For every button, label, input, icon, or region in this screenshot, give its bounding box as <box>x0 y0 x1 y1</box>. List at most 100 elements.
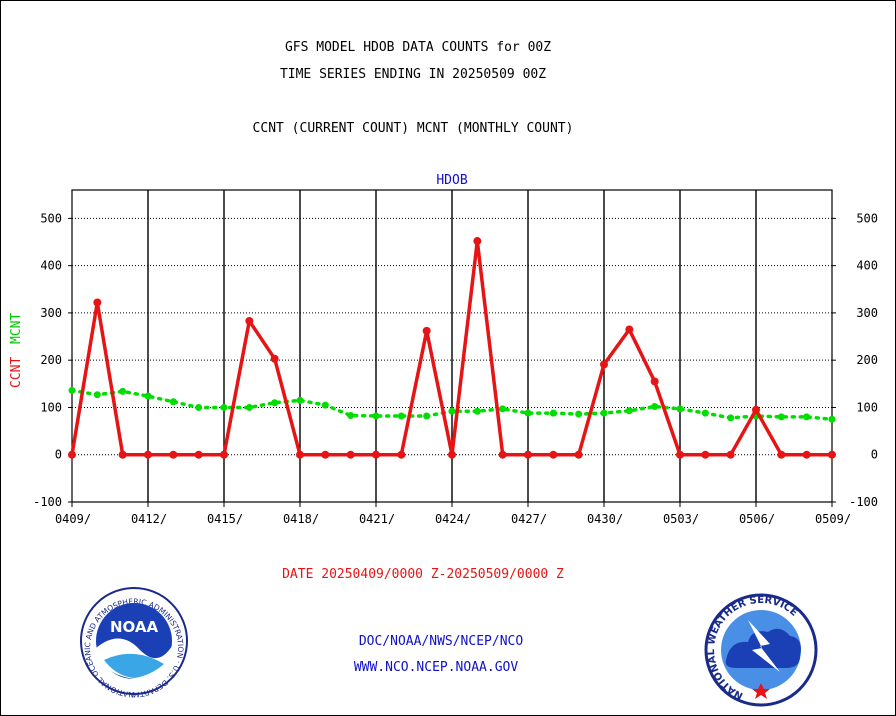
org-line: DOC/NOAA/NWS/NCEP/NCO <box>359 634 524 649</box>
tick-layer: -100 -100 0 0 100 100 200 200 300 300 400 400 500 500… <box>33 211 878 526</box>
x-tick-label: 0424/ <box>435 512 471 526</box>
y-tick-label-left: 400 <box>40 259 62 273</box>
date-range-label: DATE 20250409/0000 Z-20250509/0000 Z <box>282 567 564 582</box>
y-axis-label-ccnt: CCNT <box>9 357 24 388</box>
x-tick-label: 0412/ <box>131 512 167 526</box>
data-point-ccnt <box>498 450 507 459</box>
noaa-logo-text: NOAA <box>110 618 159 636</box>
data-point-ccnt <box>321 450 330 459</box>
data-point-mcnt <box>625 407 633 415</box>
chart-subtitle: CCNT (CURRENT COUNT) MCNT (MONTHLY COUNT… <box>253 121 574 136</box>
data-point-mcnt <box>119 387 127 395</box>
data-point-ccnt <box>828 450 836 459</box>
y-tick-label-left: 500 <box>40 211 62 225</box>
data-point-mcnt <box>448 407 456 415</box>
y-tick-label-right: 100 <box>856 400 878 414</box>
data-point-ccnt <box>473 237 482 246</box>
data-point-mcnt <box>271 399 279 407</box>
data-point-ccnt <box>346 450 355 459</box>
x-tick-label: 0415/ <box>207 512 243 526</box>
x-tick-label: 0506/ <box>739 512 775 526</box>
x-tick-label: 0427/ <box>511 512 547 526</box>
data-point-mcnt <box>701 409 709 417</box>
data-point-ccnt <box>68 450 76 459</box>
data-point-ccnt <box>726 450 735 459</box>
x-tick-label: 0430/ <box>587 512 623 526</box>
y-axis-label: CCNT MCNT <box>9 313 24 388</box>
data-point-mcnt <box>575 410 583 418</box>
data-point-mcnt <box>524 409 532 417</box>
data-point-mcnt <box>195 403 203 411</box>
data-point-mcnt <box>296 396 304 404</box>
data-point-ccnt <box>144 450 152 459</box>
y-tick-label-right: 300 <box>856 306 878 320</box>
data-point-mcnt <box>169 398 177 406</box>
data-point-ccnt <box>93 298 102 307</box>
data-point-ccnt <box>220 450 228 459</box>
data-point-ccnt <box>752 405 760 414</box>
y-tick-label-left: 300 <box>40 306 62 320</box>
data-point-ccnt <box>524 450 532 459</box>
y-axis-label-mcnt: MCNT <box>9 313 24 344</box>
data-point-ccnt <box>118 450 127 459</box>
data-point-ccnt <box>397 450 406 459</box>
data-point-mcnt <box>372 412 380 420</box>
x-tick-label: 0418/ <box>283 512 319 526</box>
noaa-logo: NATIONAL OCEANIC AND ATMOSPHERIC ADMINIS… <box>0 0 188 699</box>
data-point-mcnt <box>220 403 228 411</box>
data-point-ccnt <box>650 377 659 386</box>
plot-border <box>71 189 833 503</box>
data-point-mcnt <box>727 414 735 422</box>
series-layer <box>68 237 836 459</box>
data-point-mcnt <box>473 407 481 415</box>
nws-logo: NATIONAL WEATHER SERVICE <box>704 593 818 707</box>
data-point-ccnt <box>600 360 608 369</box>
data-point-ccnt <box>574 450 583 459</box>
data-point-mcnt <box>144 392 152 400</box>
chart-title-line1: GFS MODEL HDOB DATA COUNTS for 00Z <box>285 40 551 55</box>
y-tick-label-right: 500 <box>856 211 878 225</box>
data-point-mcnt <box>499 405 507 413</box>
data-point-mcnt <box>397 412 405 420</box>
y-tick-label-right: -100 <box>849 495 878 509</box>
y-tick-label-right: 0 <box>871 448 878 462</box>
plot-title: HDOB <box>436 173 467 188</box>
data-point-mcnt <box>68 386 76 394</box>
y-tick-label-left: -100 <box>33 495 62 509</box>
data-point-mcnt <box>245 403 253 411</box>
data-point-ccnt <box>802 450 811 459</box>
data-point-ccnt <box>422 326 431 335</box>
y-tick-label-right: 200 <box>856 353 878 367</box>
x-tick-label: 0509/ <box>815 512 851 526</box>
data-point-mcnt <box>828 415 836 423</box>
data-point-mcnt <box>777 413 785 421</box>
data-point-mcnt <box>93 391 101 399</box>
data-point-mcnt <box>321 401 329 409</box>
data-point-ccnt <box>372 450 380 459</box>
y-tick-label-left: 0 <box>55 448 62 462</box>
data-point-mcnt <box>423 412 431 420</box>
y-tick-label-left: 100 <box>40 400 62 414</box>
data-point-ccnt <box>777 450 786 459</box>
data-point-mcnt <box>676 405 684 413</box>
nws-star-icon <box>752 683 770 699</box>
y-tick-label-left: 200 <box>40 353 62 367</box>
data-point-ccnt <box>169 450 178 459</box>
x-tick-label: 0409/ <box>55 512 91 526</box>
chart-title-line2: TIME SERIES ENDING IN 20250509 00Z <box>280 67 546 82</box>
x-tick-label: 0421/ <box>359 512 395 526</box>
data-point-ccnt <box>448 450 456 459</box>
data-point-ccnt <box>296 450 304 459</box>
data-point-ccnt <box>270 354 279 363</box>
data-point-ccnt <box>625 325 634 334</box>
data-point-ccnt <box>701 450 710 459</box>
data-point-ccnt <box>194 450 203 459</box>
y-tick-label-right: 400 <box>856 259 878 273</box>
data-point-mcnt <box>651 403 659 411</box>
plot-axes <box>68 189 836 507</box>
data-point-mcnt <box>549 409 557 417</box>
data-point-mcnt <box>600 409 608 417</box>
data-point-ccnt <box>549 450 558 459</box>
data-point-ccnt <box>245 316 254 325</box>
